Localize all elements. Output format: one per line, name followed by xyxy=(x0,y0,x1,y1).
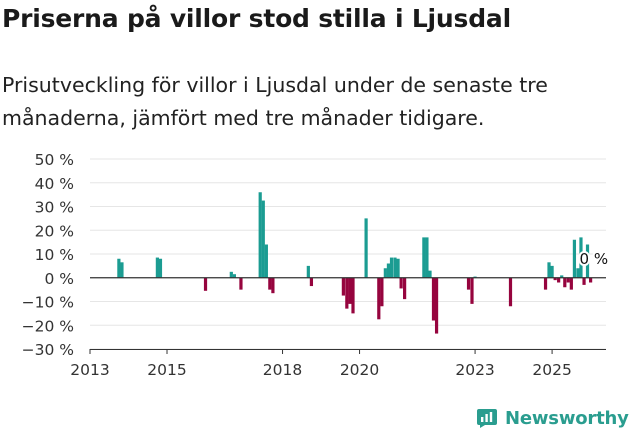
bar xyxy=(470,277,474,304)
bar xyxy=(364,218,368,278)
bar xyxy=(155,257,159,278)
bar xyxy=(386,263,391,278)
bar xyxy=(309,277,314,287)
axes: 50 % 40 % 30 % 20 % 10 % 0 % −10 % −20 % −30 % 20… xyxy=(22,151,606,379)
bar-chart: 50 % 40 % 30 % 20 % 10 % 0 % −10 % −20 % −30 % 20… xyxy=(22,151,611,379)
bar xyxy=(550,265,554,278)
grid-lines xyxy=(90,158,606,350)
x-tick-label: 2018 xyxy=(263,361,302,379)
bar xyxy=(393,257,397,278)
x-tick-label: 2020 xyxy=(340,361,379,379)
y-tick-label: 30 % xyxy=(35,199,74,217)
bar xyxy=(434,277,439,334)
bar xyxy=(396,258,400,278)
bar xyxy=(466,277,471,290)
bar xyxy=(560,275,564,278)
bar xyxy=(572,239,577,278)
bar xyxy=(264,244,268,278)
bar xyxy=(563,277,567,288)
y-tick-label: 40 % xyxy=(35,175,74,193)
bar xyxy=(403,277,407,300)
chart-subtitle: Prisutveckling för villor i Ljusdal unde… xyxy=(2,73,548,130)
bar xyxy=(258,192,262,278)
bar xyxy=(232,274,236,278)
last-value-label: 0 % xyxy=(580,250,609,268)
bar xyxy=(557,277,561,283)
bar xyxy=(425,237,429,278)
y-tick-label: 50 % xyxy=(35,151,74,169)
bar xyxy=(120,262,124,278)
brand-name: Newsworthy xyxy=(505,407,629,429)
bar xyxy=(428,270,432,278)
bar xyxy=(351,277,355,314)
bar xyxy=(229,271,233,278)
bar xyxy=(422,237,426,278)
annotation-layer: 0 % xyxy=(578,248,611,270)
x-tick-label: 2025 xyxy=(532,361,571,379)
y-tick-label: 0 % xyxy=(44,270,74,288)
bar-series xyxy=(117,192,593,334)
bar xyxy=(239,277,243,290)
y-tick-label: −20 % xyxy=(22,317,74,335)
bar xyxy=(203,277,208,291)
y-tick-label: 20 % xyxy=(35,222,74,240)
bar xyxy=(345,277,349,309)
x-tick-label: 2015 xyxy=(147,361,186,379)
chart-title: Priserna på villor stod stilla i Ljusdal xyxy=(2,4,511,33)
bar xyxy=(377,277,381,320)
bar xyxy=(585,244,590,278)
bar xyxy=(579,237,583,278)
bar xyxy=(547,262,551,278)
bar xyxy=(271,277,275,294)
bar xyxy=(380,277,384,307)
newsworthy-logo-icon xyxy=(477,409,497,428)
x-tick-label: 2023 xyxy=(455,361,494,379)
y-tick-label: 10 % xyxy=(35,246,74,264)
newsworthy-logo: Newsworthy xyxy=(476,407,629,429)
x-tick-label: 2013 xyxy=(70,361,109,379)
bar xyxy=(543,277,548,290)
bar xyxy=(508,277,513,307)
bar xyxy=(383,268,387,278)
bar xyxy=(268,277,272,290)
bar xyxy=(306,265,310,278)
bar xyxy=(158,258,163,278)
bar xyxy=(431,277,436,321)
bar xyxy=(117,258,121,278)
bar xyxy=(569,277,573,290)
bar xyxy=(261,200,265,278)
bar xyxy=(348,277,352,304)
bar xyxy=(399,277,403,289)
y-tick-label: −10 % xyxy=(22,294,74,312)
bar xyxy=(582,277,586,285)
y-tick-label: −30 % xyxy=(22,341,74,359)
bar xyxy=(589,277,593,283)
bar xyxy=(341,277,345,296)
bar xyxy=(566,277,570,283)
bar xyxy=(553,277,557,281)
bar xyxy=(576,268,580,278)
bar xyxy=(389,257,394,278)
